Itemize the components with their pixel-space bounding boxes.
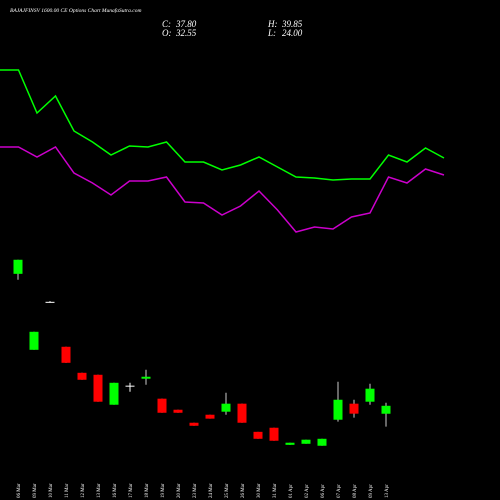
x-tick-label: 07 Apr bbox=[337, 484, 342, 498]
x-tick-label: 06 Mar bbox=[17, 483, 22, 498]
candle-body bbox=[317, 438, 327, 446]
x-tick-label: 17 Mar bbox=[129, 483, 134, 498]
x-tick-label: 11 Mar bbox=[65, 483, 70, 498]
x-tick-label: 09 Mar bbox=[33, 483, 38, 498]
candle-body bbox=[301, 439, 311, 444]
x-tick-label: 16 Mar bbox=[113, 483, 118, 498]
x-tick-label: 06 Apr bbox=[321, 484, 326, 498]
candle-body bbox=[13, 259, 23, 274]
candle-body bbox=[333, 399, 343, 420]
x-tick-label: 25 Mar bbox=[225, 483, 230, 498]
x-tick-label: 20 Mar bbox=[177, 483, 182, 498]
summary-label: C: bbox=[162, 19, 171, 29]
x-tick-label: 13 Mar bbox=[97, 483, 102, 498]
x-tick-label: 24 Mar bbox=[209, 483, 214, 498]
x-tick-label: 08 Apr bbox=[353, 484, 358, 498]
candle-body bbox=[349, 403, 359, 414]
candle-body bbox=[285, 442, 295, 445]
candle-body bbox=[237, 403, 247, 423]
candle-body bbox=[45, 301, 55, 303]
x-tick-label: 01 Apr bbox=[289, 484, 294, 498]
x-tick-label: 12 Mar bbox=[81, 483, 86, 498]
line-series bbox=[0, 69, 445, 181]
candle-body bbox=[109, 382, 119, 405]
summary-value: 32.55 bbox=[175, 28, 197, 38]
summary-value: 39.85 bbox=[281, 19, 303, 29]
candle-body bbox=[141, 376, 151, 379]
candle-body bbox=[269, 427, 279, 441]
candle-body bbox=[125, 385, 135, 387]
candle-body bbox=[157, 398, 167, 413]
candle-body bbox=[189, 422, 199, 426]
line-series bbox=[0, 146, 445, 233]
candle-body bbox=[205, 414, 215, 419]
x-tick-label: 26 Mar bbox=[241, 483, 246, 498]
x-tick-label: 13 Apr bbox=[385, 484, 390, 498]
x-tick-label: 23 Mar bbox=[193, 483, 198, 498]
x-tick-label: 30 Mar bbox=[257, 483, 262, 498]
summary-label: L: bbox=[267, 28, 276, 38]
summary-label: O: bbox=[162, 28, 172, 38]
candle-body bbox=[29, 331, 39, 350]
candle-body bbox=[77, 372, 87, 380]
candle-body bbox=[173, 409, 183, 413]
x-tick-label: 19 Mar bbox=[161, 483, 166, 498]
candle-body bbox=[365, 388, 375, 402]
candle-body bbox=[61, 346, 71, 363]
x-tick-label: 02 Apr bbox=[305, 484, 310, 498]
candle-body bbox=[221, 403, 231, 412]
summary-value: 24.00 bbox=[282, 28, 303, 38]
candle-body bbox=[93, 374, 103, 402]
candle-body bbox=[381, 405, 391, 414]
x-tick-label: 09 Apr bbox=[369, 484, 374, 498]
candle-body bbox=[253, 431, 263, 439]
x-tick-label: 10 Mar bbox=[49, 483, 54, 498]
x-tick-label: 31 Mar bbox=[273, 483, 278, 498]
x-tick-label: 18 Mar bbox=[145, 483, 150, 498]
chart-title: BAJAJFINSV 1600.00 CE Options Chart Muna… bbox=[10, 7, 141, 14]
summary-value: 37.80 bbox=[175, 19, 197, 29]
summary-label: H: bbox=[267, 19, 278, 29]
